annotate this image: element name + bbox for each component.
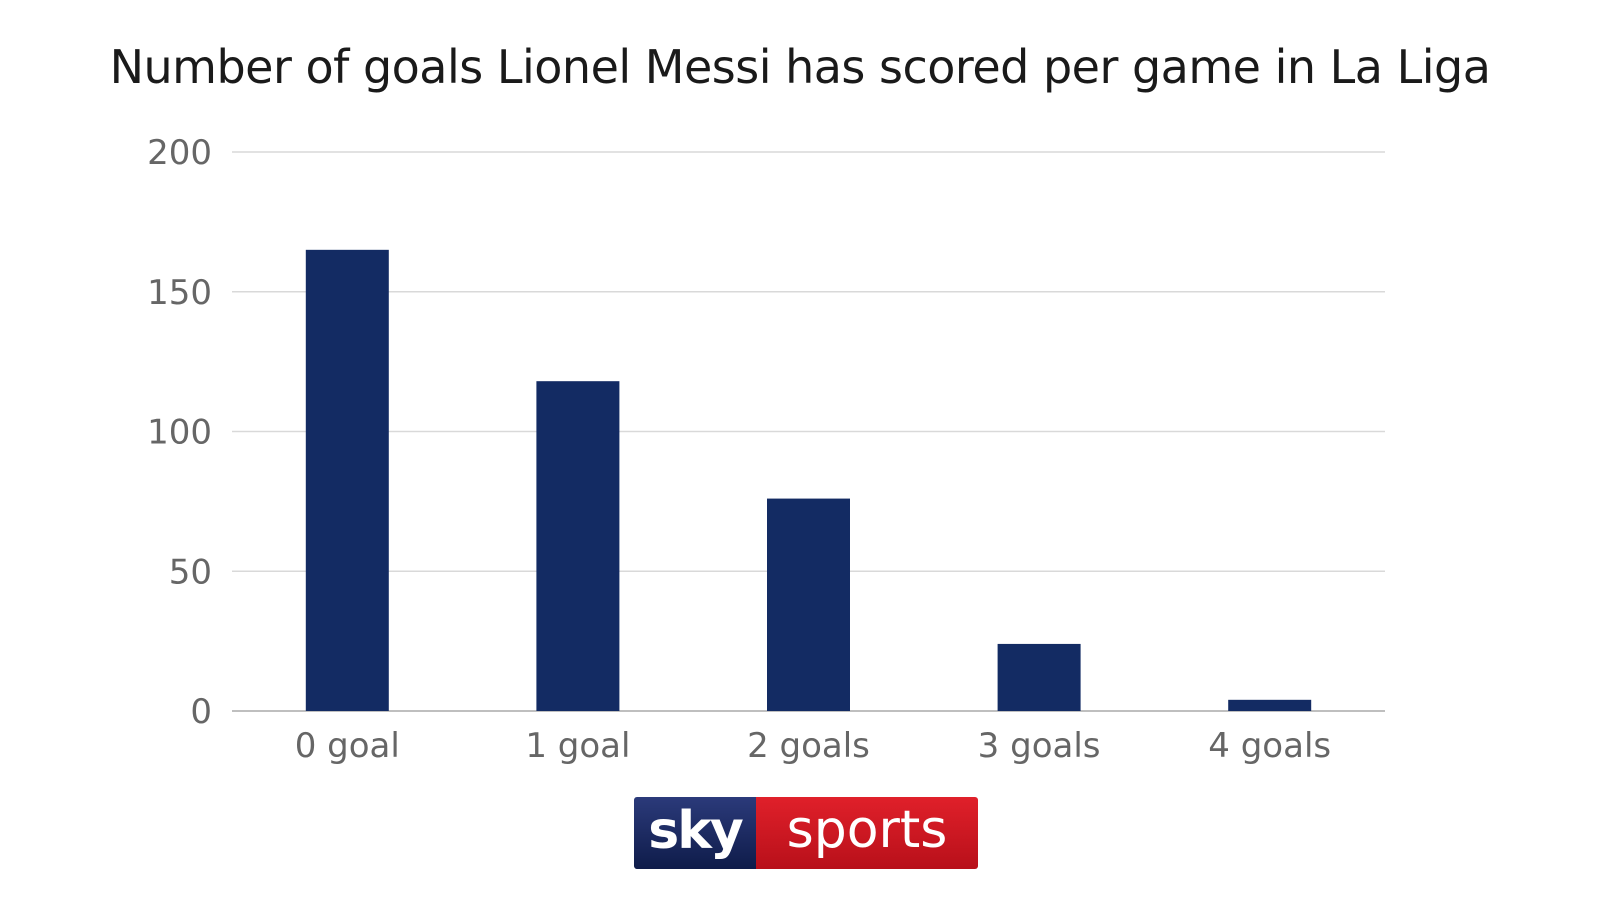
x-tick-label: 3 goals	[978, 726, 1101, 766]
bars	[305, 249, 1312, 711]
bar	[767, 498, 850, 711]
logo-sky-text: sky	[634, 797, 756, 869]
bar	[997, 643, 1081, 711]
x-tick-label: 4 goals	[1208, 726, 1331, 766]
y-tick-label: 0	[190, 692, 212, 732]
logo-sports-text: sports	[756, 797, 978, 869]
sky-sports-logo: sky sports	[634, 797, 978, 869]
chart-title: Number of goals Lionel Messi has scored …	[109, 40, 1491, 94]
y-tick-label: 200	[147, 133, 212, 173]
bar	[305, 249, 389, 711]
y-tick-label: 50	[169, 552, 212, 592]
y-tick-label: 150	[147, 273, 212, 313]
x-tick-label: 1 goal	[525, 726, 630, 766]
x-tick-label: 2 goals	[747, 726, 870, 766]
bar	[536, 381, 620, 711]
x-tick-label: 0 goal	[295, 726, 400, 766]
x-axis-ticks: 0 goal 1 goal 2 goals 3 goals 4 goals	[295, 726, 1331, 766]
y-tick-label: 100	[147, 413, 212, 453]
y-axis-ticks: 0 50 100 150 200	[147, 133, 212, 732]
bar	[1228, 699, 1312, 711]
